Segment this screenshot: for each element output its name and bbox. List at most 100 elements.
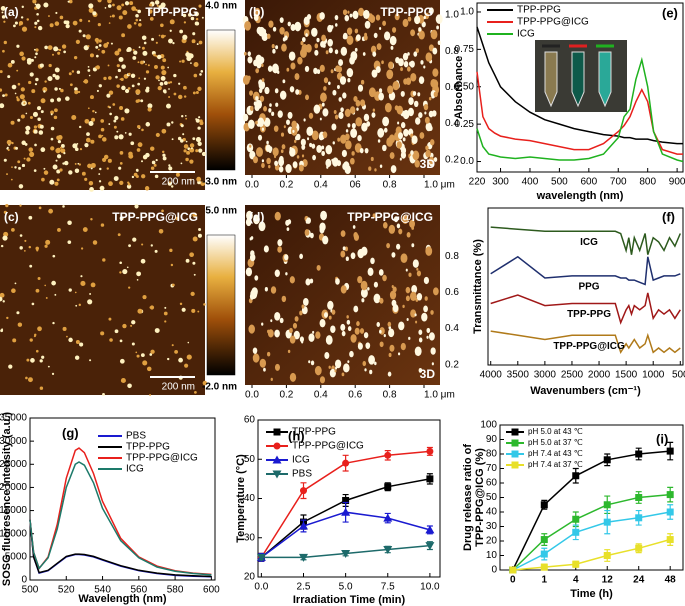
afm-particle — [43, 167, 46, 170]
afm-particle — [98, 44, 102, 47]
afm-particle — [35, 52, 38, 56]
afm-particle — [158, 79, 160, 82]
afm-3d-particle — [349, 56, 355, 65]
afm-3d-particle — [340, 250, 346, 258]
afm-3d-particle — [400, 253, 408, 264]
afm-3d-particle — [392, 304, 399, 313]
afm-particle — [80, 275, 83, 278]
y-tick-label: 0.8 — [445, 251, 459, 262]
afm-particle — [33, 169, 37, 172]
afm-3d-particle — [303, 118, 306, 122]
afm-particle — [193, 61, 199, 67]
plot-frame — [29, 417, 216, 581]
afm-particle — [117, 233, 121, 237]
afm-particle — [137, 308, 143, 314]
marker — [635, 450, 643, 458]
afm-particle — [131, 84, 135, 88]
afm-particle — [17, 322, 23, 327]
afm-3d-particle — [400, 67, 403, 72]
afm-particle — [178, 82, 181, 85]
legend-label: TPP-PPG — [517, 5, 561, 16]
afm-3d-particle — [405, 77, 412, 86]
afm-3d-particle — [245, 267, 253, 277]
afm-3d-particle — [289, 372, 297, 382]
afm-3d-particle — [402, 18, 409, 28]
afm-3d-particle — [340, 230, 346, 237]
afm-particle — [132, 48, 135, 52]
afm-particle — [49, 23, 54, 28]
afm-particle — [0, 6, 6, 11]
afm-3d-particle — [306, 217, 311, 224]
afm-3d-particle — [261, 162, 265, 169]
afm-3d-particle — [377, 139, 381, 143]
afm-3d-particle — [411, 243, 415, 248]
afm-3d-particle — [334, 114, 339, 120]
afm-3d-particle — [338, 97, 342, 102]
afm-particle — [189, 159, 194, 164]
afm-particle — [50, 137, 54, 141]
afm-particle — [120, 377, 126, 384]
afm-3d-particle — [378, 92, 384, 101]
afm-particle — [79, 342, 84, 347]
afm-3d-particle — [301, 154, 305, 158]
afm-particle — [98, 180, 102, 183]
afm-3d-particle — [412, 150, 420, 161]
afm-particle — [107, 0, 112, 4]
afm-particle — [78, 303, 81, 307]
marker — [572, 515, 580, 523]
afm-3d-particle — [300, 48, 307, 58]
y-tick-label: 90 — [486, 434, 498, 445]
afm-3d-particle — [297, 56, 303, 65]
afm-particle — [68, 0, 73, 4]
afm-3d-particle — [342, 32, 348, 40]
afm-3d-particle — [337, 137, 341, 142]
afm-particle — [25, 112, 28, 115]
afm-3d-particle — [371, 69, 378, 78]
afm-particle — [96, 41, 99, 44]
y-tick-label: 35000 — [0, 413, 27, 424]
afm-3d-particle — [336, 85, 340, 90]
afm-particle — [87, 163, 92, 169]
afm-particle — [167, 181, 172, 186]
afm-3d-particle — [390, 165, 397, 174]
afm-particle — [181, 59, 185, 63]
afm-3d-particle — [423, 305, 428, 313]
marker — [666, 447, 674, 455]
afm-particle — [179, 29, 184, 34]
afm-3d-particle — [340, 134, 347, 144]
afm-particle — [68, 170, 73, 175]
afm-particle — [149, 394, 152, 396]
afm-particle — [120, 117, 125, 121]
afm-3d-particle — [324, 351, 330, 359]
afm-particle — [162, 153, 166, 157]
x-tick-label: 2000 — [588, 370, 611, 381]
afm-3d-particle — [253, 214, 260, 225]
afm-3d-particle — [285, 164, 292, 174]
marker — [341, 549, 351, 558]
afm-particle — [99, 185, 105, 191]
afm-particle — [108, 317, 112, 321]
afm-3d-image — [245, 0, 440, 175]
afm-particle — [159, 81, 164, 86]
afm-particle — [98, 48, 100, 51]
afm-3d-particle — [389, 290, 397, 300]
afm-particle — [183, 144, 189, 149]
afm-3d-particle — [246, 210, 253, 221]
y-axis-label: Absorbance — [453, 56, 465, 120]
afm-particle — [13, 24, 16, 28]
afm-3d-particle — [273, 125, 279, 132]
afm-3d-particle — [311, 130, 319, 141]
afm-particle — [161, 128, 167, 134]
afm-3d-particle — [303, 16, 310, 26]
afm-particle — [132, 237, 137, 242]
afm-3d-particle — [414, 313, 417, 317]
afm-3d-particle — [412, 259, 419, 268]
afm-3d-particle — [300, 41, 304, 46]
afm-particle — [126, 184, 132, 189]
afm-3d-particle — [402, 109, 410, 120]
afm-3d-particle — [266, 157, 271, 165]
afm-particle — [157, 85, 162, 91]
afm-3d-particle — [274, 160, 279, 166]
afm-particle — [150, 166, 155, 170]
afm-particle — [62, 326, 67, 331]
